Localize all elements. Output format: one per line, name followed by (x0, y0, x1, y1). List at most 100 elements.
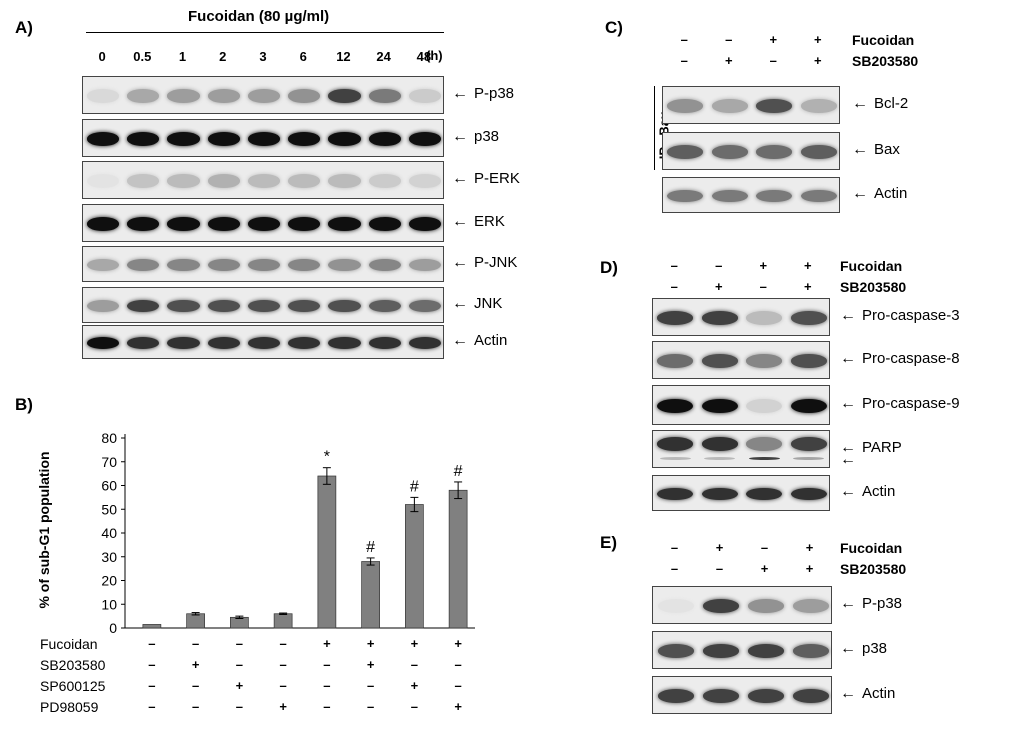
blot-d-pro-caspase-8-band (790, 354, 827, 368)
blot-d-pro-caspase-9-band (657, 399, 694, 413)
blot-d-parp-band-lower (659, 456, 691, 460)
blot-e-p38-label: ← p38 (840, 640, 887, 658)
blot-c-bcl-2-label: ← Bcl-2 (852, 95, 908, 113)
significance-6: # (410, 478, 419, 495)
blot-e-p38-strip (652, 631, 832, 669)
blot-c-bax-band (667, 145, 704, 159)
blot-e-actin-band (792, 689, 829, 703)
header-sb203580: SB203580 (840, 561, 907, 577)
timepoint-0: 0 (98, 49, 106, 64)
blot-a-actin-band (247, 337, 281, 349)
panel-e-label: E) (600, 533, 617, 552)
panel-b-label: B) (15, 395, 33, 414)
ip-bracket (654, 86, 655, 170)
blot-a-p-jnk-band (247, 258, 281, 272)
condition-sign: + (191, 657, 200, 672)
sign: – (680, 32, 688, 47)
blot-d-parp-strip (652, 430, 830, 468)
sign: – (670, 561, 679, 576)
blot-c-actin-arrow-icon: ← (852, 185, 868, 202)
blot-a-actin-band (207, 337, 240, 349)
blot-a-actin-band (288, 337, 321, 349)
blot-d-parp-band (701, 437, 738, 451)
blot-e-actin-arrow-icon: ← (840, 685, 856, 702)
blot-d-actin-arrow-icon: ← (840, 483, 856, 500)
condition-sign: – (323, 678, 331, 693)
significance-7: # (454, 463, 463, 480)
blot-a-p-erk-band (167, 174, 200, 188)
blot-c-bcl-2-arrow-icon: ← (852, 95, 868, 112)
blot-d-pro-caspase-3-name: Pro-caspase-3 (862, 307, 960, 324)
sign: + (805, 540, 814, 555)
header-fucoidan: Fucoidan (840, 540, 903, 556)
blot-a-p38-band (167, 132, 200, 146)
blot-e-actin-band (702, 689, 739, 703)
sign: + (715, 540, 724, 555)
row-label-sb203580: SB203580 (40, 657, 106, 673)
blot-d-actin-band (790, 487, 827, 501)
blot-d-parp-band-lower (793, 456, 825, 460)
blot-e-p38-band (657, 644, 694, 658)
blot-a-p-p38-arrow-icon: ← (452, 85, 468, 102)
blot-a-actin-band (127, 337, 160, 349)
blot-d-parp-cleaved-arrow: ← (840, 451, 862, 469)
blot-a-p-jnk-band (127, 258, 160, 272)
blot-a-p-erk-arrow-icon: ← (452, 170, 468, 187)
blot-e-actin-band (747, 689, 784, 703)
blot-c-bcl-2-band (711, 99, 748, 113)
blot-c-bcl-2-band (800, 99, 837, 113)
blot-a-jnk-strip (82, 287, 444, 323)
blot-a-p38-label: ← p38 (452, 128, 499, 146)
blot-d-pro-caspase-8-band (657, 354, 694, 368)
sign: + (714, 279, 723, 294)
blot-a-p38-band (207, 132, 240, 146)
condition-sign: – (367, 678, 375, 693)
sign: + (760, 561, 769, 576)
blot-a-erk-band (288, 217, 321, 231)
panel-a-time-unit: (h) (426, 48, 443, 63)
sign: – (670, 540, 679, 555)
blot-a-p-p38-label: ← P-p38 (452, 85, 514, 103)
blot-a-erk-band (408, 217, 441, 231)
blot-d-actin-name: Actin (862, 483, 896, 500)
blot-e-actin-band (657, 689, 694, 703)
blot-d-actin-band (657, 487, 694, 501)
blot-a-p-erk-band (247, 174, 281, 188)
blot-a-p-p38-band (408, 89, 441, 103)
condition-sign: + (410, 636, 419, 651)
sign: – (670, 279, 678, 294)
blot-a-jnk-band (207, 299, 240, 313)
blot-e-p38-name: p38 (862, 640, 888, 657)
blot-a-actin-name: Actin (474, 332, 508, 349)
blot-c-actin-name: Actin (874, 185, 908, 202)
blot-e-p-p38-band (657, 599, 694, 613)
blot-a-jnk-band (167, 299, 200, 313)
condition-sign: – (235, 699, 243, 714)
bar-5 (361, 561, 380, 629)
timepoint-1: 0.5 (133, 49, 152, 64)
blot-c-bax-name: Bax (874, 141, 900, 158)
blot-e-actin-name: Actin (862, 685, 896, 702)
sign: – (670, 258, 678, 273)
blot-a-erk-band (87, 217, 120, 231)
blot-a-p-jnk-band (87, 258, 120, 272)
timepoint-8: 48 (416, 49, 432, 64)
panel-a-treatment: Fucoidan (80 µg/ml) (188, 8, 330, 25)
blot-a-erk-band (127, 217, 160, 231)
blot-a-jnk-band (247, 299, 281, 313)
blot-a-p38-band (408, 132, 441, 146)
blot-e-p-p38-label: ← P-p38 (840, 595, 902, 613)
panel-d-label: D) (600, 258, 618, 277)
blot-a-erk-band (328, 217, 361, 231)
blot-a-p-p38-band (127, 89, 160, 103)
blot-a-p-p38-band (87, 89, 120, 103)
blot-a-p-jnk-band (368, 258, 401, 272)
sign: – (725, 32, 733, 47)
sign: – (769, 53, 777, 68)
condition-sign: – (235, 636, 243, 651)
y-tick-label: 40 (101, 525, 117, 541)
blot-a-erk-band (368, 217, 401, 231)
sign: – (715, 561, 724, 576)
blot-c-bcl-2-band (667, 99, 704, 113)
condition-sign: + (279, 699, 287, 714)
